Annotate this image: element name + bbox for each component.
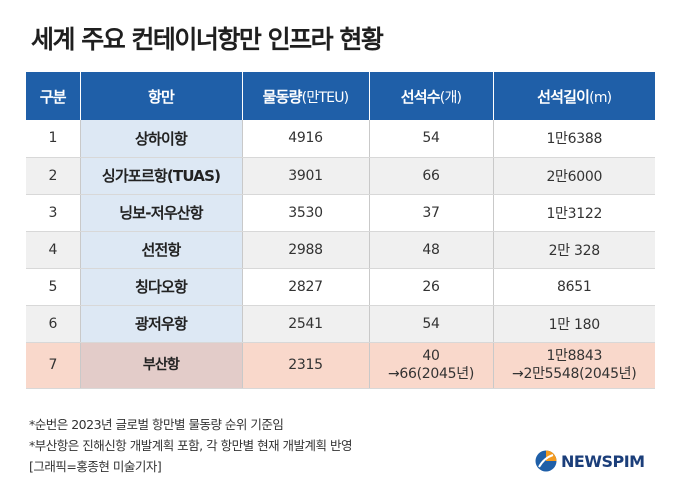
cell-rank: 4 [26, 231, 81, 269]
port-infra-table: 구분 항만 물동량(만TEU) 선석수(개) 선석길이(m) 1 상하이항 49… [26, 72, 655, 389]
cell-length: 2만6000 [493, 157, 655, 195]
header-port: 항만 [80, 72, 243, 120]
table-row: 6 광저우항 2541 54 1만 180 [26, 305, 655, 343]
cell-length: 1만 180 [493, 305, 655, 343]
cell-volume: 4916 [242, 120, 370, 158]
cell-port: 광저우항 [80, 305, 243, 343]
newspim-logo-icon [535, 450, 557, 472]
credit: [그래픽=홍종현 미술기자] [29, 459, 162, 474]
berths-current: 40 [422, 348, 440, 364]
newspim-logo: NEWSPIM [535, 449, 645, 473]
cell-length: 1만3122 [493, 194, 655, 232]
cell-port: 싱가포르항(TUAS) [80, 157, 243, 195]
cell-volume: 3530 [242, 194, 370, 232]
cell-port: 선전항 [80, 231, 243, 269]
table-row: 3 닝보-저우산항 3530 37 1만3122 [26, 194, 655, 232]
footnotes: *순번은 2023년 글로벌 항만별 물동량 순위 기준임 *부산항은 진해신항… [29, 414, 353, 477]
cell-berths: 48 [369, 231, 494, 269]
cell-port: 부산항 [80, 342, 243, 389]
table-row: 2 싱가포르항(TUAS) 3901 66 2만6000 [26, 157, 655, 195]
cell-volume: 2988 [242, 231, 370, 269]
cell-port: 닝보-저우산항 [80, 194, 243, 232]
cell-volume: 3901 [242, 157, 370, 195]
table-row: 4 선전항 2988 48 2만 328 [26, 231, 655, 269]
cell-berths: 66 [369, 157, 494, 195]
cell-berths: 54 [369, 120, 494, 158]
logo-text: NEWSPIM [561, 451, 645, 471]
cell-length: 8651 [493, 268, 655, 306]
header-berths: 선석수(개) [369, 72, 494, 120]
cell-berths: 26 [369, 268, 494, 306]
cell-port: 상하이항 [80, 120, 243, 158]
length-future: →2만5548(2045년) [512, 366, 637, 382]
table-row: 5 칭다오항 2827 26 8651 [26, 268, 655, 306]
footnote: *순번은 2023년 글로벌 항만별 물동량 순위 기준임 [29, 417, 284, 432]
header-rank: 구분 [26, 72, 81, 120]
berths-future: →66(2045년) [388, 366, 474, 382]
table-row: 1 상하이항 4916 54 1만6388 [26, 120, 655, 158]
cell-rank: 5 [26, 268, 81, 306]
cell-volume: 2315 [242, 342, 370, 389]
cell-berths: 54 [369, 305, 494, 343]
cell-length: 2만 328 [493, 231, 655, 269]
length-current: 1만8843 [546, 348, 603, 364]
table-row-busan: 7 부산항 2315 40 →66(2045년) 1만8843 →2만5548(… [26, 342, 655, 389]
footnote: *부산항은 진해신항 개발계획 포함, 각 항만별 현재 개발계획 반영 [29, 438, 353, 453]
cell-rank: 2 [26, 157, 81, 195]
cell-berths: 40 →66(2045년) [369, 342, 494, 389]
cell-rank: 1 [26, 120, 81, 158]
cell-length: 1만6388 [493, 120, 655, 158]
cell-rank: 6 [26, 305, 81, 343]
header-length: 선석길이(m) [493, 72, 655, 120]
cell-port: 칭다오항 [80, 268, 243, 306]
table-header-row: 구분 항만 물동량(만TEU) 선석수(개) 선석길이(m) [26, 72, 655, 120]
header-volume: 물동량(만TEU) [242, 72, 370, 120]
cell-volume: 2541 [242, 305, 370, 343]
cell-length: 1만8843 →2만5548(2045년) [493, 342, 655, 389]
cell-rank: 3 [26, 194, 81, 232]
cell-berths: 37 [369, 194, 494, 232]
cell-rank: 7 [26, 342, 81, 389]
page-title: 세계 주요 컨테이너항만 인프라 현황 [31, 25, 384, 54]
cell-volume: 2827 [242, 268, 370, 306]
